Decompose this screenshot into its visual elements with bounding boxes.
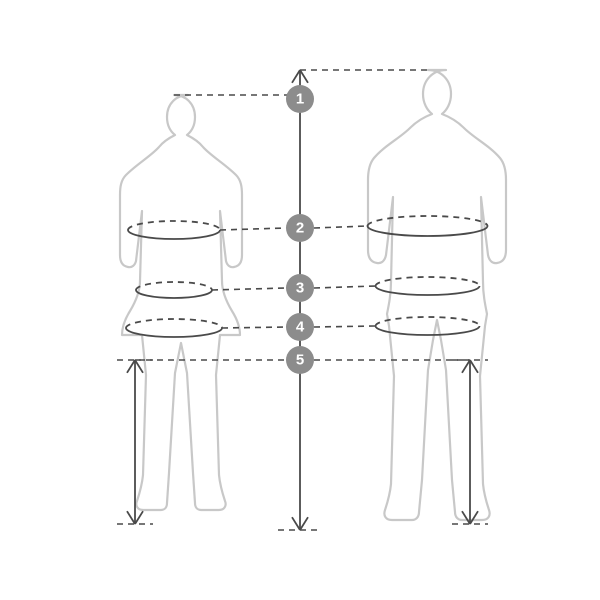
measurement-diagram: 1 2 3 4 5: [0, 0, 600, 600]
marker-2-label: 2: [296, 220, 304, 237]
marker-1-label: 1: [296, 91, 304, 108]
marker-3-label: 3: [296, 280, 304, 297]
marker-4-label: 4: [296, 319, 305, 336]
marker-5-label: 5: [296, 352, 304, 369]
